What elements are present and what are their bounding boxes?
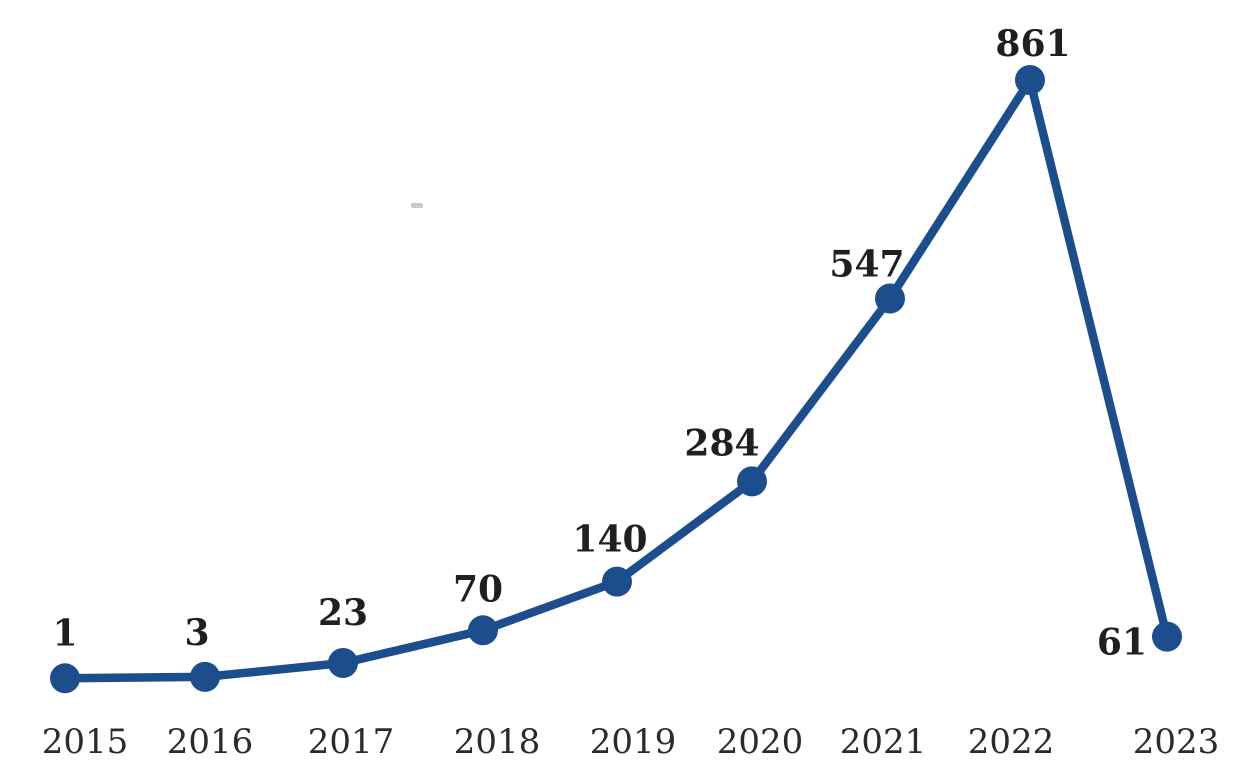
x-axis-label-2015: 2015: [42, 722, 129, 762]
x-axis-label-2016: 2016: [167, 722, 254, 762]
data-point-label-2016: 3: [184, 612, 209, 654]
x-axis-label-2023: 2023: [1133, 722, 1220, 762]
x-axis-label-2021: 2021: [840, 722, 927, 762]
data-point-marker-2022: [1015, 65, 1045, 95]
x-axis-label-2019: 2019: [590, 722, 677, 762]
data-point-label-2023: 61: [1097, 622, 1147, 664]
data-point-label-2015: 1: [52, 612, 77, 654]
data-point-label-2022: 861: [995, 23, 1070, 65]
data-point-marker-2021: [875, 283, 905, 314]
data-point-marker-2016: [190, 661, 220, 692]
data-point-label-2018: 70: [453, 568, 503, 610]
data-point-marker-2020: [737, 466, 767, 497]
data-point-marker-2017: [328, 648, 358, 678]
data-point-label-2020: 284: [684, 422, 759, 464]
data-point-marker-2018: [468, 615, 498, 646]
smudge-artifact: [411, 203, 423, 208]
x-axis-label-2020: 2020: [717, 722, 804, 762]
data-point-marker-2023: [1152, 621, 1182, 652]
x-axis-label-2017: 2017: [308, 722, 395, 762]
data-point-label-2019: 140: [572, 519, 647, 561]
data-point-marker-2019: [602, 566, 632, 597]
data-point-label-2021: 547: [829, 244, 904, 286]
x-axis-label-2018: 2018: [454, 722, 541, 762]
x-axis-label-2022: 2022: [968, 722, 1055, 762]
data-point-label-2017: 23: [318, 592, 368, 634]
data-point-marker-2015: [50, 663, 80, 694]
